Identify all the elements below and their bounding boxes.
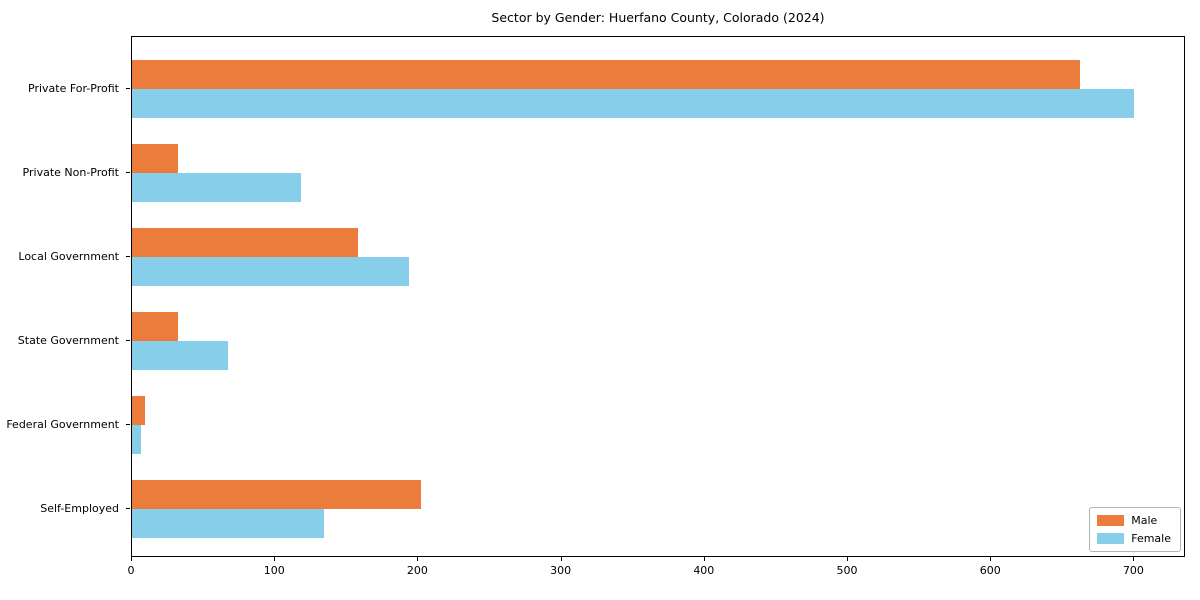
y-tick-label-local-government: Local Government: [18, 250, 119, 263]
legend-item-male: Male: [1097, 514, 1171, 527]
legend-label-female: Female: [1131, 532, 1171, 545]
bar-female-state-government: [132, 341, 228, 370]
legend-item-female: Female: [1097, 532, 1171, 545]
y-tick-label-state-government: State Government: [17, 334, 119, 347]
y-tick-mark: [126, 508, 130, 509]
x-tick-label-300: 300: [550, 564, 572, 577]
x-tick-mark: [847, 557, 849, 561]
male-color-swatch: [1097, 515, 1125, 526]
y-tick-mark: [126, 88, 130, 89]
x-tick-label-100: 100: [263, 564, 285, 577]
y-tick-mark: [126, 340, 130, 341]
bar-male-private-non-profit: [132, 144, 178, 173]
y-axis: Private For-Profit Private Non-Profit Loca…: [0, 36, 131, 557]
x-tick-label-0: 0: [127, 564, 135, 577]
y-tick-label-private-for-profit: Private For-Profit: [28, 82, 119, 95]
x-tick-mark: [703, 557, 705, 561]
bar-male-federal-government: [132, 396, 145, 425]
x-tick-label-700: 700: [1122, 564, 1144, 577]
x-tick-mark: [274, 557, 276, 561]
female-color-swatch: [1097, 533, 1125, 544]
x-axis: 0 100 200 300 400 500 600 700: [127, 557, 1185, 587]
y-tick-mark: [126, 424, 130, 425]
y-tick-label-private-non-profit: Private Non-Profit: [22, 166, 119, 179]
x-tick-mark: [990, 557, 992, 561]
bar-male-state-government: [132, 312, 178, 341]
bar-male-local-government: [132, 228, 358, 257]
x-tick-mark: [560, 557, 562, 561]
x-tick-mark: [1133, 557, 1135, 561]
legend: Male Female: [1089, 507, 1181, 552]
x-tick-label-500: 500: [836, 564, 858, 577]
x-tick-label-600: 600: [979, 564, 1001, 577]
y-tick-mark: [126, 256, 130, 257]
legend-label-male: Male: [1131, 514, 1158, 527]
bar-female-private-for-profit: [132, 89, 1134, 118]
chart-title: Sector by Gender: Huerfano County, Color…: [491, 10, 825, 25]
y-tick-mark: [126, 172, 130, 173]
bar-female-federal-government: [132, 425, 141, 454]
plot-area: Male Female: [131, 36, 1185, 557]
x-tick-label-400: 400: [693, 564, 715, 577]
bar-male-private-for-profit: [132, 60, 1080, 89]
y-tick-label-self-employed: Self-Employed: [40, 502, 119, 515]
bar-female-self-employed: [132, 509, 324, 538]
x-tick-mark: [417, 557, 419, 561]
bar-male-self-employed: [132, 480, 421, 509]
x-tick-label-200: 200: [406, 564, 428, 577]
x-tick-mark: [131, 557, 132, 561]
bar-female-local-government: [132, 257, 410, 286]
bar-female-private-non-profit: [132, 173, 301, 202]
y-tick-label-federal-government: Federal Government: [6, 418, 119, 431]
